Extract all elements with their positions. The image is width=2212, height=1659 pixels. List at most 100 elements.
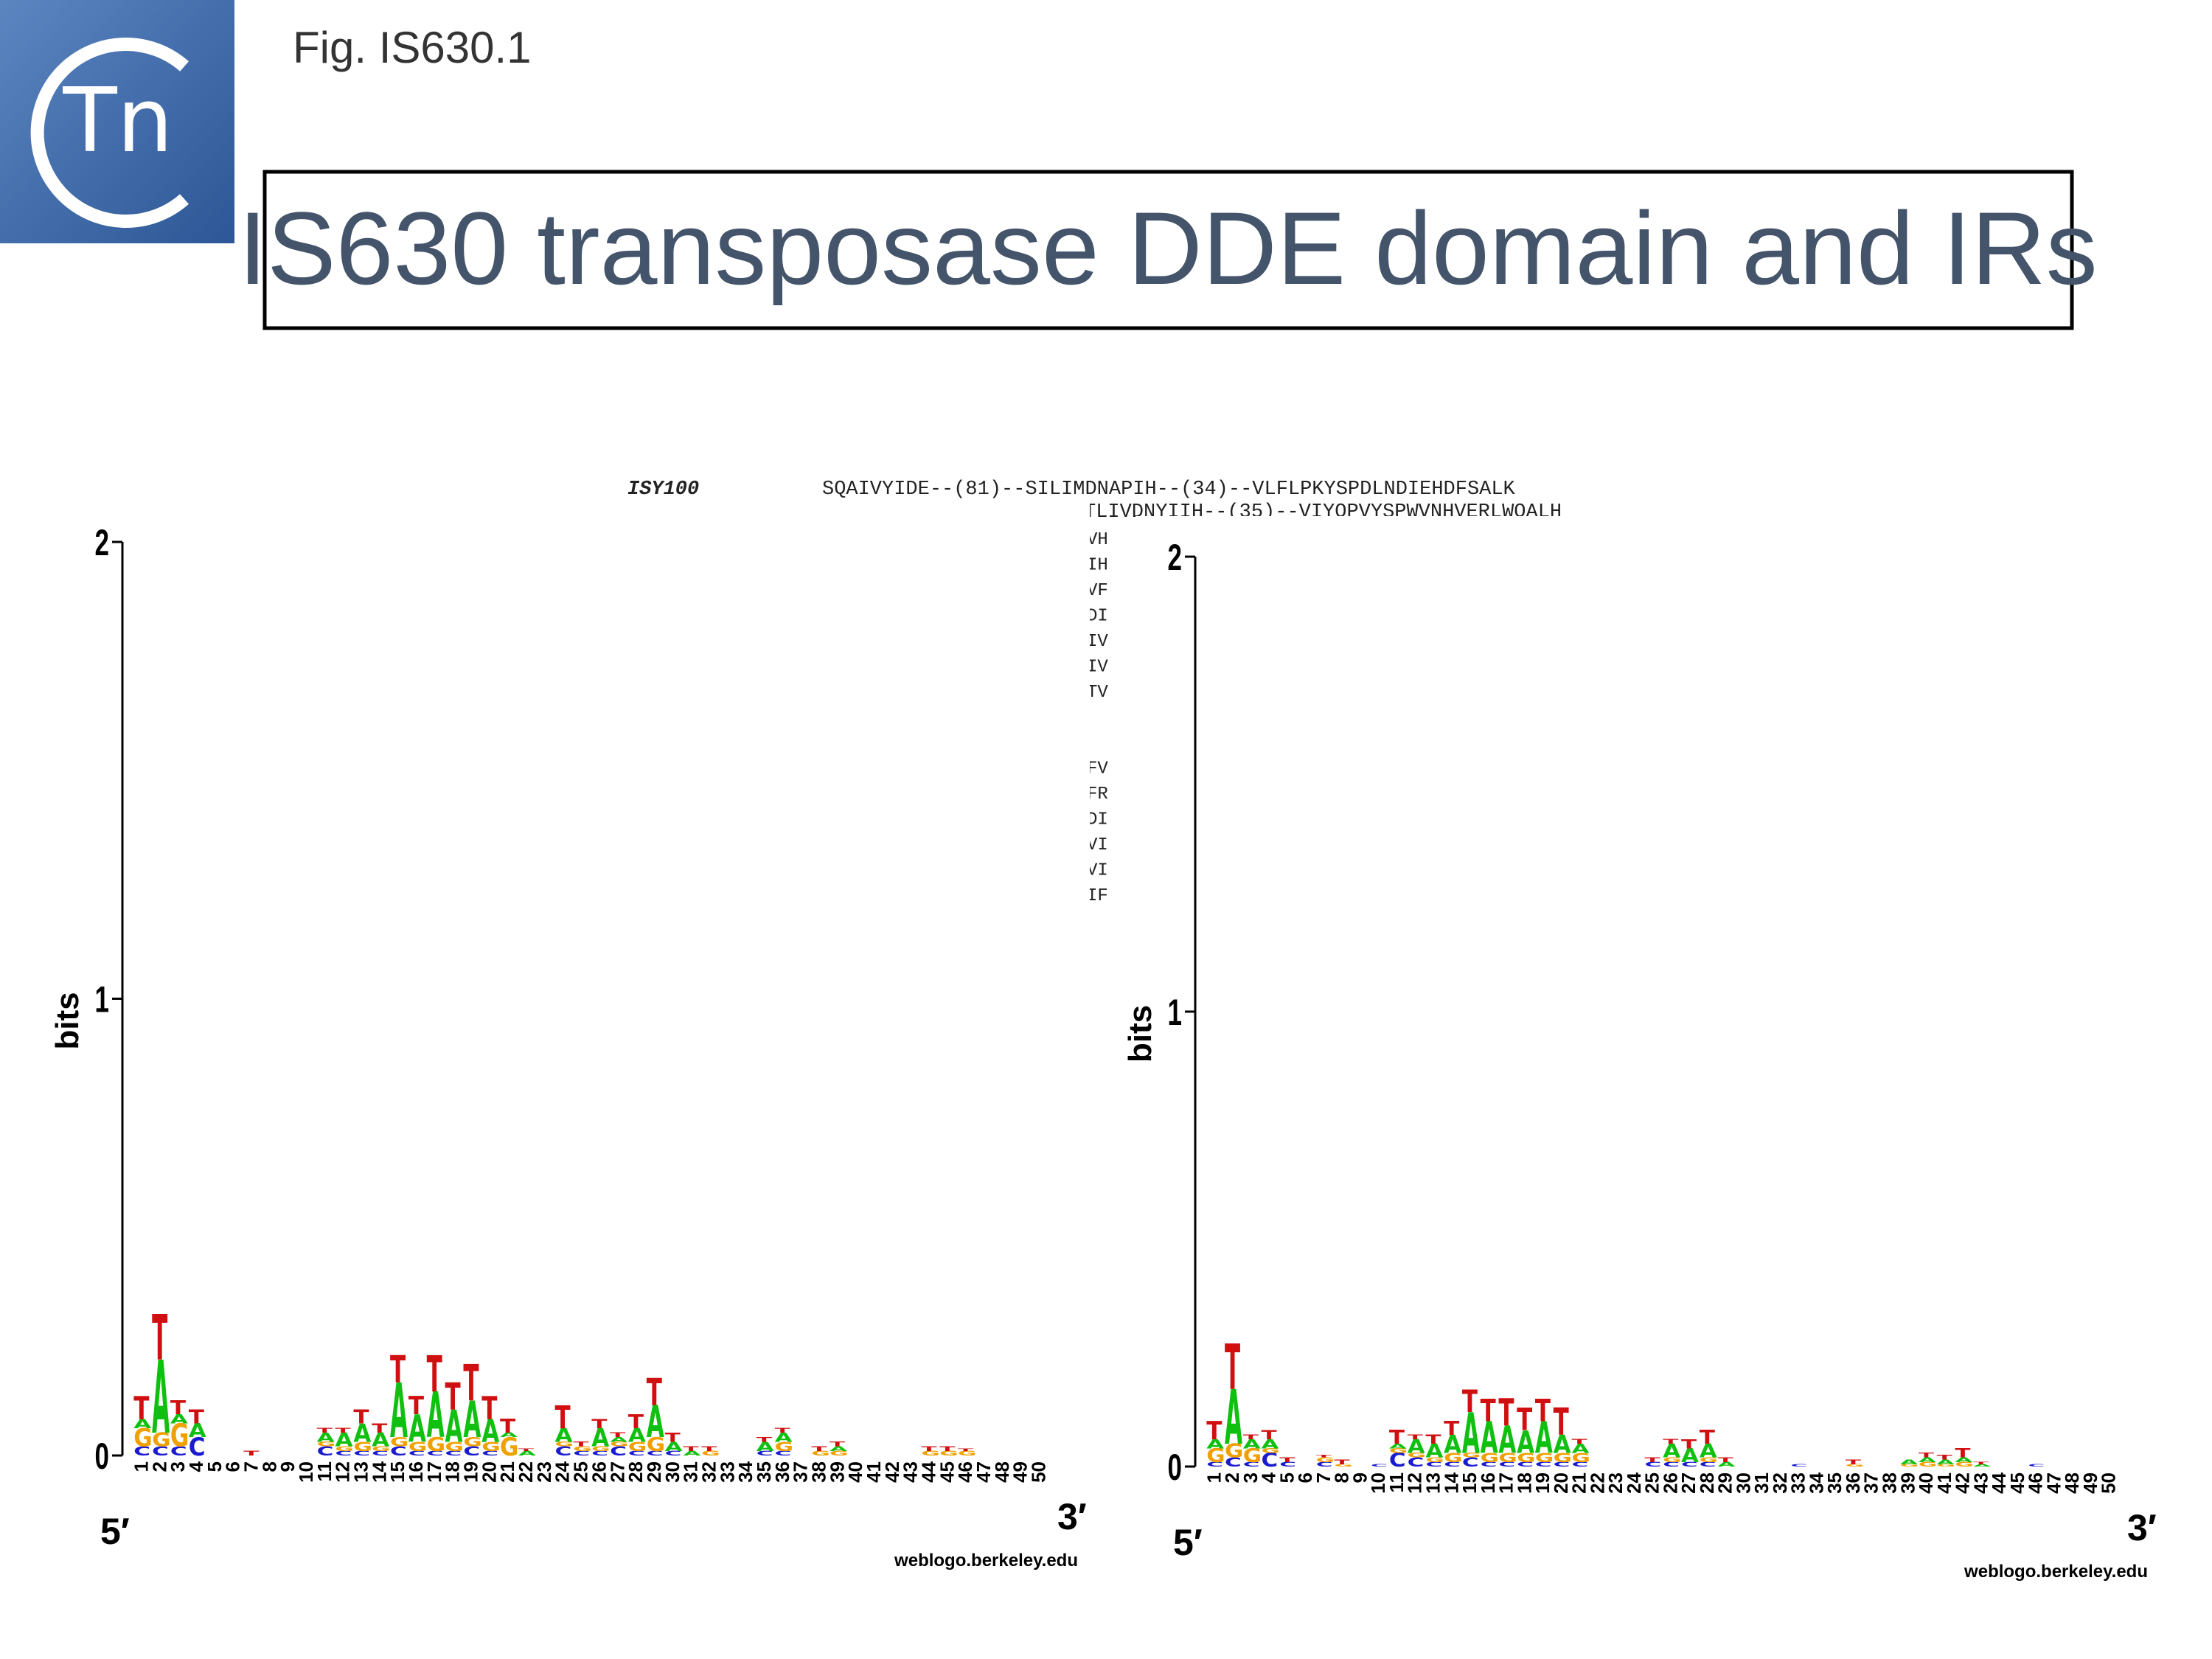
logo-glyph: A bbox=[830, 1445, 848, 1453]
x-tick-label: 36 bbox=[1842, 1472, 1864, 1494]
seq-fragment: VI bbox=[1087, 835, 1108, 855]
end-label: 3′ bbox=[1057, 1496, 1087, 1537]
seq-fragment: DI bbox=[1087, 810, 1108, 830]
x-tick-label: 23 bbox=[533, 1461, 555, 1483]
logo-glyph: T bbox=[1425, 1433, 1441, 1447]
logo-glyph: C bbox=[1425, 1461, 1442, 1469]
seq-fragment: VF bbox=[1087, 581, 1108, 601]
logo-glyph: A bbox=[1481, 1413, 1498, 1464]
logo-glyph: A bbox=[1517, 1425, 1534, 1461]
x-tick-label: 6 bbox=[1294, 1472, 1316, 1483]
logo-glyph: C bbox=[1791, 1464, 1808, 1467]
x-tick-label: 8 bbox=[258, 1461, 280, 1472]
logo-glyph: T bbox=[939, 1445, 956, 1453]
x-tick-label: 42 bbox=[881, 1461, 903, 1483]
logo-glyph: A bbox=[353, 1419, 371, 1448]
x-tick-label: 27 bbox=[606, 1461, 628, 1483]
title-box bbox=[262, 170, 2074, 330]
x-tick-label: 45 bbox=[2006, 1472, 2028, 1494]
x-tick-label: 39 bbox=[826, 1461, 848, 1483]
logo-glyph: A bbox=[1554, 1430, 1571, 1459]
logo-glyph: A bbox=[1700, 1440, 1717, 1462]
x-tick-label: 50 bbox=[1028, 1461, 1050, 1483]
logo-glyph: A bbox=[1973, 1464, 1991, 1467]
x-tick-label: 5 bbox=[1276, 1472, 1298, 1483]
x-tick-label: 31 bbox=[680, 1461, 702, 1483]
logo-glyph: G bbox=[1663, 1456, 1681, 1464]
x-tick-label: 26 bbox=[1659, 1472, 1681, 1494]
logo-glyph: T bbox=[133, 1389, 150, 1426]
logo-glyph: T bbox=[830, 1441, 846, 1448]
logo-glyph: A bbox=[427, 1380, 445, 1453]
logo-glyph: A bbox=[408, 1407, 426, 1450]
logo-glyph: C bbox=[1225, 1455, 1242, 1470]
logo-glyph: A bbox=[1900, 1458, 1919, 1466]
logo-glyph: T bbox=[1535, 1393, 1551, 1429]
x-tick-label: 29 bbox=[643, 1461, 665, 1483]
end-label: 3′ bbox=[2127, 1507, 2157, 1548]
logo-glyph: C bbox=[353, 1450, 370, 1458]
x-tick-label: 30 bbox=[1732, 1472, 1754, 1494]
logo-glyph: A bbox=[1571, 1441, 1590, 1456]
logo-glyph: T bbox=[372, 1421, 387, 1436]
logo-glyph: A bbox=[1425, 1440, 1443, 1462]
logo-glyph: T bbox=[1225, 1332, 1240, 1405]
seq-text: SQAIVYIDE--(81)--SILIMDNAPIH--(34)--VLFL… bbox=[822, 479, 1516, 501]
logo-glyph: C bbox=[555, 1444, 572, 1458]
logo-glyph: C bbox=[463, 1444, 480, 1458]
logo-glyph: T bbox=[518, 1448, 534, 1452]
logo-glyph: C bbox=[610, 1444, 627, 1458]
x-tick-label: 24 bbox=[1623, 1472, 1645, 1493]
seq-fragment: IV bbox=[1087, 632, 1108, 652]
logo-glyph: A bbox=[757, 1439, 775, 1454]
x-tick-label: 6 bbox=[222, 1461, 244, 1472]
seq-fragment: DI bbox=[1087, 607, 1108, 627]
logo-glyph: A bbox=[481, 1412, 499, 1449]
logo-glyph: C bbox=[1554, 1461, 1571, 1469]
logo-glyph: T bbox=[317, 1427, 333, 1435]
logo-glyph: T bbox=[353, 1406, 369, 1428]
x-tick-label: 25 bbox=[570, 1461, 592, 1483]
logo-glyph: G bbox=[1225, 1440, 1243, 1462]
x-tick-label: 43 bbox=[900, 1461, 922, 1483]
logo-glyph: T bbox=[1955, 1446, 1970, 1461]
logo-glyph: T bbox=[408, 1391, 424, 1421]
logo-glyph: T bbox=[1517, 1402, 1533, 1438]
seq-fragment: VI bbox=[1087, 861, 1108, 881]
logo-glyph: A bbox=[1718, 1461, 1736, 1469]
x-tick-label: 2 bbox=[148, 1461, 170, 1472]
x-tick-label: 37 bbox=[790, 1461, 812, 1483]
logo-glyph: A bbox=[335, 1429, 352, 1451]
x-tick-label: 43 bbox=[1969, 1472, 1992, 1494]
x-tick-label: 19 bbox=[1531, 1472, 1554, 1494]
logo-glyph: A bbox=[1955, 1456, 1973, 1464]
logo-glyph: A bbox=[775, 1430, 793, 1445]
logo-glyph: C bbox=[1663, 1461, 1680, 1469]
x-tick-label: 47 bbox=[973, 1461, 995, 1483]
logo-glyph: C bbox=[170, 1444, 187, 1458]
logo-glyph: C bbox=[372, 1450, 389, 1458]
logo-glyph: G bbox=[610, 1441, 628, 1448]
x-tick-label: 17 bbox=[1495, 1472, 1517, 1494]
start-label: 5′ bbox=[100, 1511, 130, 1552]
x-tick-label: 28 bbox=[625, 1461, 647, 1483]
logo-glyph: G bbox=[1262, 1447, 1280, 1455]
logo-glyph: G bbox=[1335, 1464, 1353, 1467]
logo-glyph: A bbox=[1389, 1443, 1408, 1450]
logo-glyph: T bbox=[701, 1445, 717, 1453]
logo-glyph: G bbox=[830, 1450, 848, 1458]
logo-glyph: A bbox=[1262, 1437, 1280, 1452]
x-tick-label: 13 bbox=[350, 1461, 372, 1483]
seq-fragment: IF bbox=[1087, 886, 1108, 906]
logo-glyph: G bbox=[1571, 1450, 1590, 1465]
logo-glyph: T bbox=[555, 1399, 571, 1436]
x-tick-label: 17 bbox=[423, 1461, 445, 1483]
seq-fragment: VH bbox=[1087, 530, 1108, 550]
x-tick-label: 4 bbox=[185, 1461, 207, 1472]
logo-glyph: G bbox=[1955, 1461, 1973, 1469]
logo-glyph: C bbox=[1462, 1455, 1479, 1470]
x-tick-label: 12 bbox=[1404, 1472, 1426, 1494]
logo-glyph: C bbox=[1371, 1464, 1388, 1467]
logo-glyph: G bbox=[628, 1439, 647, 1454]
logo-glyph: C bbox=[1498, 1461, 1515, 1469]
